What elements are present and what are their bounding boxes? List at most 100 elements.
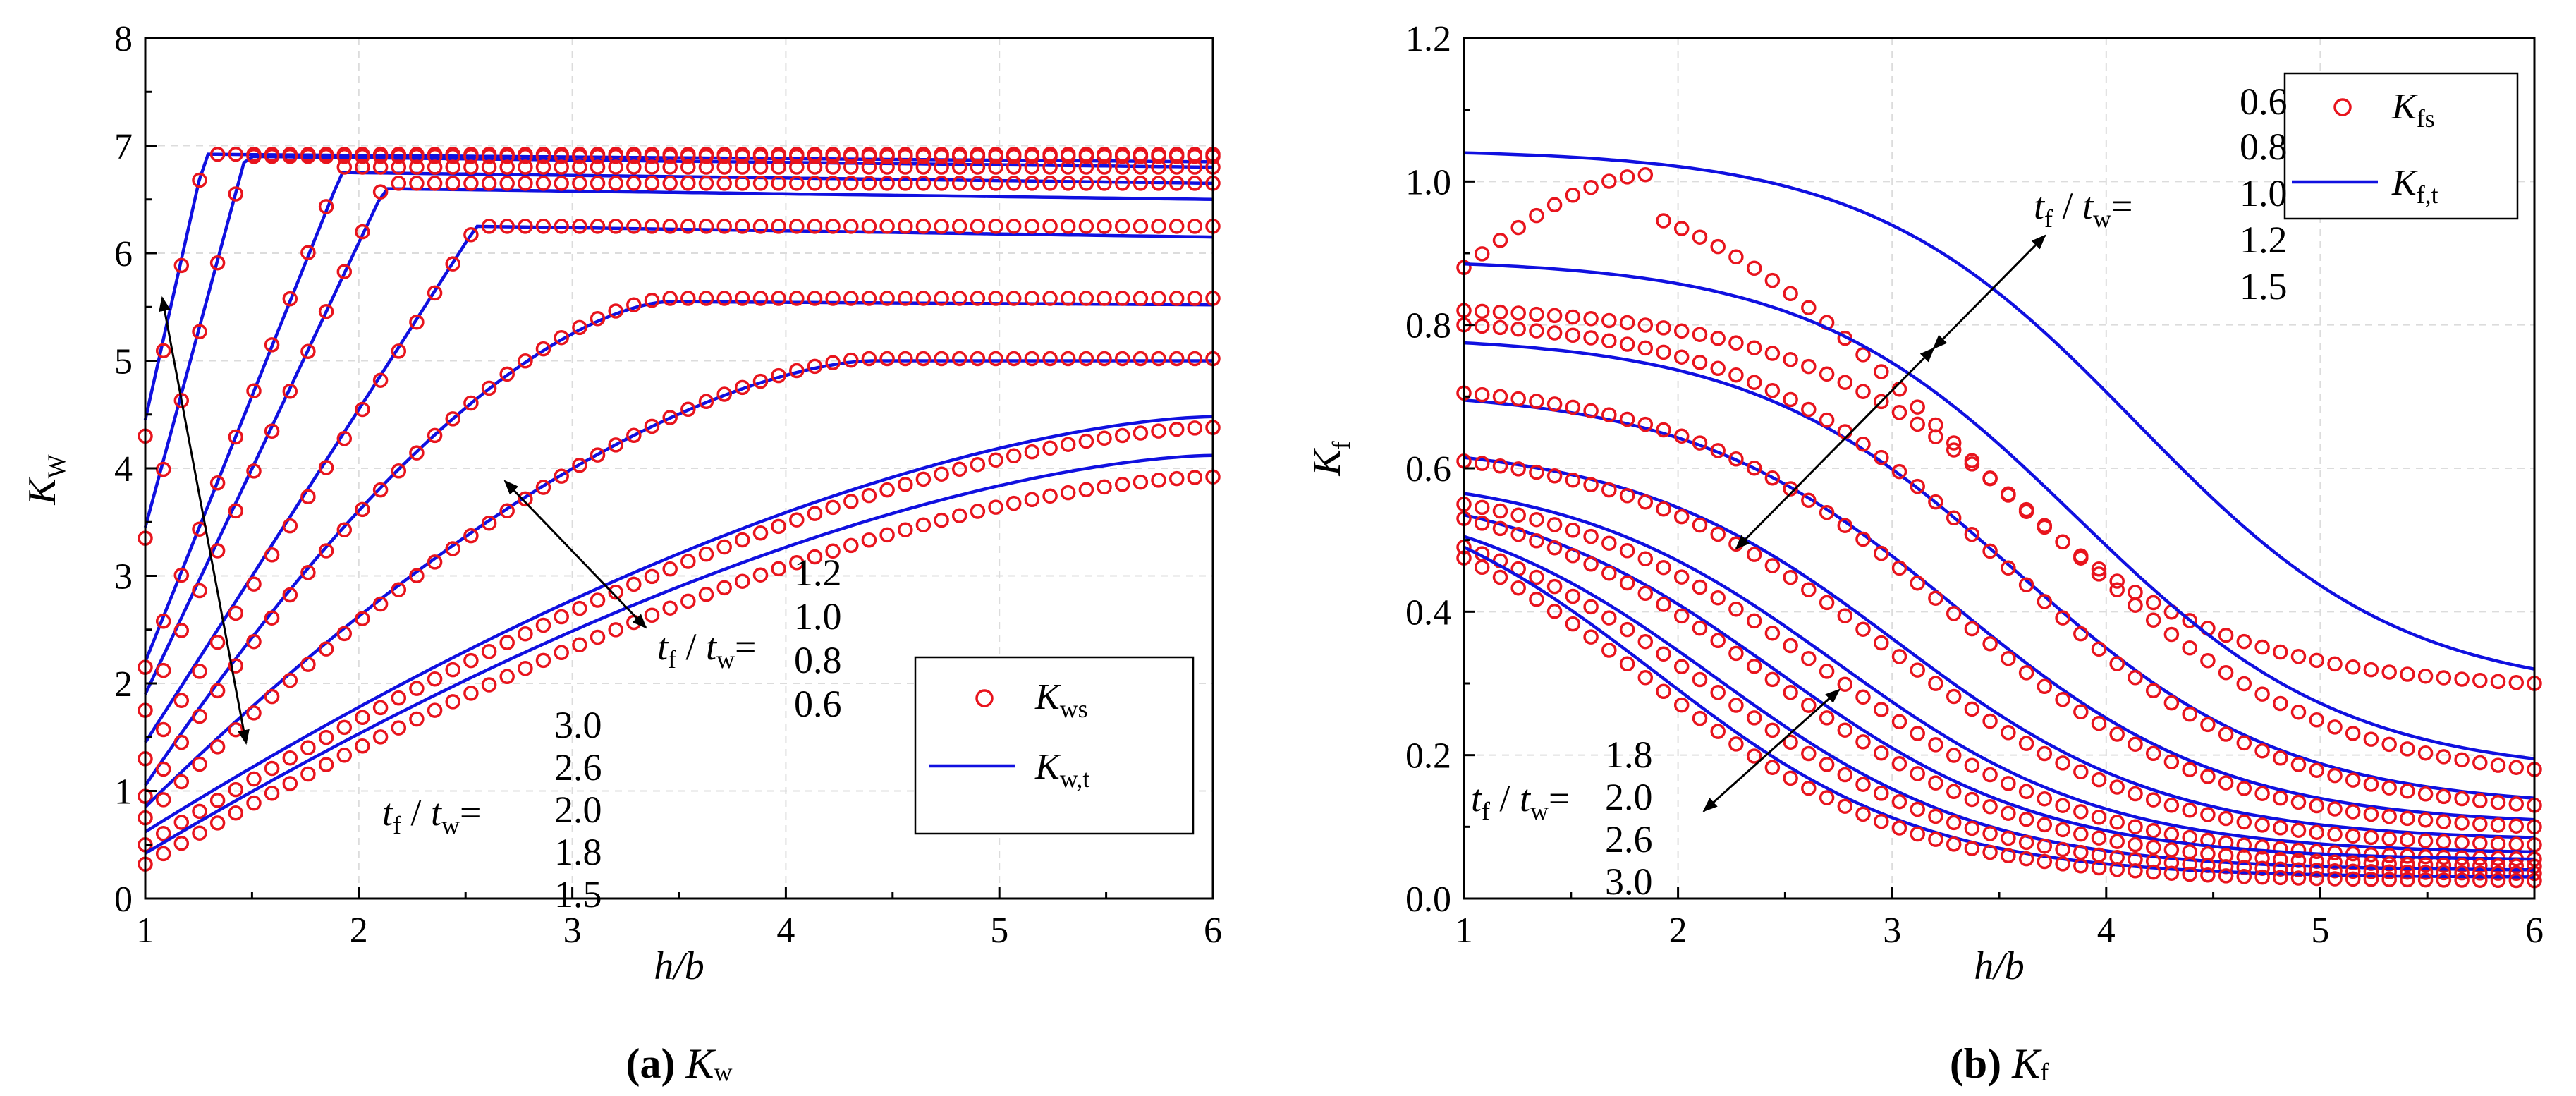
annotation-top-value: 0.6: [2240, 80, 2288, 123]
data-point: [372, 159, 389, 175]
data-point: [2381, 736, 2397, 753]
data-point: [2109, 656, 2125, 671]
data-point: [409, 681, 425, 696]
data-point: [951, 508, 967, 523]
data-point: [879, 176, 895, 191]
data-point: [409, 176, 425, 191]
data-point: [2055, 856, 2070, 872]
data-point: [1946, 510, 1962, 526]
data-point: [2417, 833, 2434, 849]
data-point: [1474, 303, 1490, 319]
data-point: [1801, 745, 1817, 762]
data-point: [1819, 790, 1835, 805]
data-point: [372, 729, 389, 745]
data-point: [879, 159, 895, 175]
x-tick-label: 5: [2311, 911, 2329, 951]
data-point: [590, 592, 606, 608]
data-point: [1910, 575, 1925, 591]
data-point: [264, 688, 280, 705]
data-point: [1801, 401, 1817, 418]
data-point: [2290, 649, 2307, 664]
data-point: [228, 805, 244, 821]
data-point: [264, 337, 280, 353]
data-point: [391, 176, 407, 191]
annotation-right: tf / tw= 1.2 1.0 0.8 0.6: [503, 480, 842, 725]
data-point: [662, 291, 678, 306]
data-point: [2037, 817, 2053, 833]
data-point: [2327, 767, 2343, 784]
data-point: [2363, 662, 2379, 678]
data-point: [1492, 520, 1508, 537]
y-tick-label: 6: [114, 234, 133, 274]
data-point: [861, 291, 877, 306]
data-point: [934, 512, 949, 528]
data-point: [1874, 635, 1889, 651]
data-point: [843, 291, 859, 306]
data-point: [1492, 569, 1508, 585]
data-point: [2182, 844, 2197, 860]
data-point: [2327, 845, 2343, 860]
data-point: [2454, 752, 2470, 768]
data-point: [2490, 817, 2506, 833]
data-point: [481, 149, 497, 164]
data-point: [336, 159, 353, 175]
data-point: [409, 711, 425, 727]
x-tick-label: 4: [2097, 911, 2116, 951]
data-point: [2508, 796, 2525, 812]
data-point: [1187, 470, 1203, 485]
data-point: [1710, 526, 1726, 542]
data-point: [1024, 351, 1040, 367]
x-tick-label: 1: [1455, 911, 1473, 951]
data-point: [608, 303, 623, 319]
legend-line-label: Kf,t: [2391, 163, 2438, 209]
data-point: [2363, 806, 2379, 822]
data-point: [264, 610, 280, 626]
data-point: [2055, 610, 2070, 626]
annotation-right-value: 0.8: [794, 639, 842, 681]
data-point: [535, 652, 551, 669]
data-point: [1692, 620, 1708, 636]
annotation-right-value: 0.6: [794, 683, 842, 725]
data-point: [1133, 159, 1149, 175]
data-point: [1928, 832, 1943, 847]
data-point: [1946, 442, 1962, 458]
data-point: [427, 176, 443, 191]
data-point: [499, 149, 515, 164]
data-point: [716, 219, 732, 234]
data-point: [879, 482, 895, 498]
data-point: [2200, 717, 2216, 733]
x-tick-label: 2: [1669, 911, 1687, 951]
data-point: [1168, 470, 1185, 487]
data-point: [1964, 701, 1980, 717]
data-point: [2128, 819, 2143, 834]
data-point: [1510, 526, 1526, 542]
data-point: [209, 634, 226, 650]
caption: (b) Kf: [1950, 1040, 2049, 1087]
data-point: [2145, 839, 2161, 856]
data-point: [752, 525, 769, 541]
data-point: [2454, 858, 2470, 873]
data-point: [771, 176, 786, 191]
data-point: [1891, 560, 1907, 576]
data-point: [1583, 528, 1599, 544]
data-point: [1133, 149, 1149, 164]
data-point: [1692, 355, 1708, 370]
data-point: [1673, 608, 1690, 624]
annotation-left-value: 2.0: [554, 788, 602, 831]
data-point: [2345, 726, 2361, 741]
data-point: [970, 504, 986, 519]
data-point: [1492, 389, 1508, 405]
annotation-left-value: 1.8: [554, 831, 602, 873]
data-point: [2400, 864, 2415, 880]
data-point: [1692, 229, 1708, 245]
data-point: [1891, 820, 1907, 836]
data-point: [1837, 767, 1853, 783]
data-point: [2345, 871, 2361, 887]
data-point: [1710, 685, 1726, 700]
data-point: [2309, 652, 2325, 669]
data-point: [2381, 864, 2397, 880]
data-point: [2273, 750, 2288, 766]
data-point: [2055, 534, 2070, 549]
data-point: [1474, 456, 1490, 471]
annotation-right-ratio: tf / tw=: [657, 626, 757, 674]
